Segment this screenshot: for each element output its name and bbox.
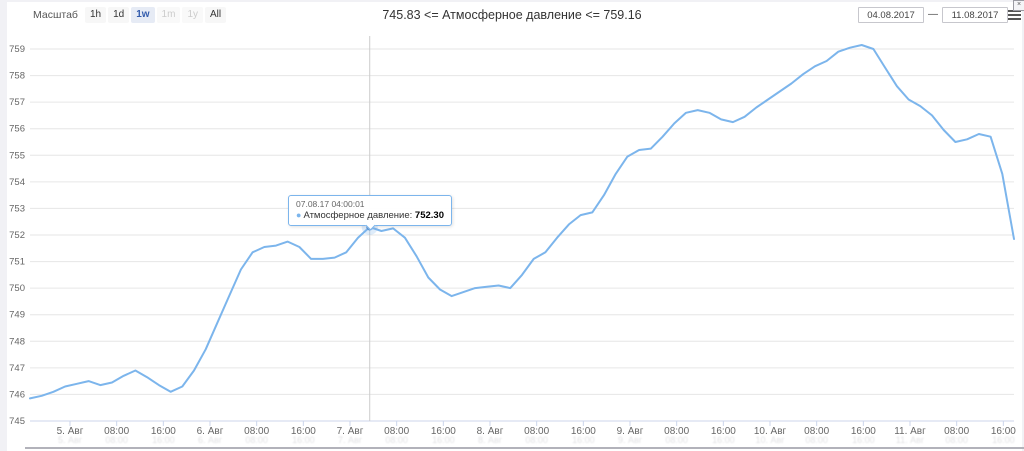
svg-text:751: 751	[9, 257, 25, 268]
pressure-series-line[interactable]	[29, 44, 1015, 400]
svg-text:759: 759	[9, 44, 25, 55]
svg-text:758: 758	[9, 71, 25, 82]
date-range-separator: —	[928, 9, 938, 20]
svg-text:5. Авг: 5. Авг	[58, 435, 83, 445]
range-selector: Масштаб 1h 1d 1w 1m 1y All	[33, 7, 228, 23]
svg-text:10. Авг: 10. Авг	[755, 435, 785, 445]
svg-text:16:00: 16:00	[292, 435, 315, 445]
svg-text:748: 748	[9, 336, 25, 347]
svg-text:747: 747	[9, 363, 25, 374]
svg-text:6. Авг: 6. Авг	[197, 426, 224, 437]
svg-text:08:00: 08:00	[385, 435, 408, 445]
svg-text:08:00: 08:00	[805, 435, 828, 445]
svg-text:754: 754	[9, 177, 25, 188]
svg-text:745: 745	[9, 416, 25, 427]
svg-text:10. Авг: 10. Авг	[754, 426, 787, 437]
range-button-1h[interactable]: 1h	[84, 7, 107, 23]
bottom-divider-bar	[25, 447, 1024, 449]
svg-text:16:00: 16:00	[851, 426, 876, 437]
date-to-input[interactable]	[942, 7, 1008, 23]
svg-text:9. Авг: 9. Авг	[618, 435, 643, 445]
svg-text:08:00: 08:00	[944, 426, 969, 437]
svg-text:08:00: 08:00	[245, 435, 268, 445]
svg-text:6. Авг: 6. Авг	[198, 435, 223, 445]
date-from-input[interactable]	[858, 7, 924, 23]
svg-text:8. Авг: 8. Авг	[478, 435, 503, 445]
svg-text:16:00: 16:00	[152, 435, 175, 445]
chart-header: Масштаб 1h 1d 1w 1m 1y All 745.83 <= Атм…	[0, 0, 1024, 30]
svg-text:16:00: 16:00	[991, 426, 1016, 437]
svg-text:08:00: 08:00	[104, 426, 129, 437]
svg-text:16:00: 16:00	[852, 435, 875, 445]
svg-text:08:00: 08:00	[524, 426, 549, 437]
svg-text:16:00: 16:00	[571, 426, 596, 437]
svg-text:16:00: 16:00	[711, 426, 736, 437]
svg-text:752: 752	[9, 230, 25, 241]
svg-text:755: 755	[9, 150, 25, 161]
svg-text:753: 753	[9, 203, 25, 214]
svg-text:7. Авг: 7. Авг	[337, 426, 364, 437]
y-axis-labels: 745 746 747 748 749 750 751 752 753 754 755 756 757 7…	[9, 44, 25, 427]
svg-text:749: 749	[9, 310, 25, 321]
svg-text:16:00: 16:00	[431, 426, 456, 437]
svg-text:8. Авг: 8. Авг	[477, 426, 504, 437]
frame-border-left	[0, 0, 7, 451]
svg-text:16:00: 16:00	[572, 435, 595, 445]
highlighted-point-marker[interactable]	[366, 223, 374, 231]
svg-text:08:00: 08:00	[665, 435, 688, 445]
svg-text:11. Авг: 11. Авг	[894, 426, 926, 437]
svg-text:08:00: 08:00	[384, 426, 409, 437]
svg-text:16:00: 16:00	[291, 426, 316, 437]
frame-border-top	[0, 0, 1024, 2]
x-axis-ticks	[69, 421, 1004, 426]
svg-text:16:00: 16:00	[712, 435, 735, 445]
svg-text:5. Авг: 5. Авг	[57, 426, 84, 437]
svg-text:08:00: 08:00	[804, 426, 829, 437]
svg-text:757: 757	[9, 97, 25, 108]
svg-text:08:00: 08:00	[525, 435, 548, 445]
range-button-1m: 1m	[156, 7, 181, 23]
svg-text:16:00: 16:00	[151, 426, 176, 437]
range-selector-label: Масштаб	[33, 9, 78, 21]
svg-text:9. Авг: 9. Авг	[617, 426, 644, 437]
svg-text:08:00: 08:00	[105, 435, 128, 445]
svg-text:756: 756	[9, 124, 25, 135]
x-axis-labels: 5. Авг 08:00 16:00 6. Авг 08:00 16:00 7. Авг 08…	[57, 426, 1017, 437]
ghost-label-band: 5. Авг 08:00 16:00 6. Авг 08:00 16:00 7. Авг 08…	[58, 435, 1015, 445]
svg-text:746: 746	[9, 389, 25, 400]
frame-border-right	[1022, 0, 1024, 451]
range-button-1w[interactable]: 1w	[131, 7, 155, 23]
chart-title: 745.83 <= Атмосферное давление <= 759.16	[382, 8, 642, 22]
y-gridlines	[30, 48, 1014, 422]
range-button-all[interactable]: All	[205, 7, 227, 23]
close-icon[interactable]: ×	[1013, 0, 1024, 11]
svg-text:08:00: 08:00	[664, 426, 689, 437]
export-menu-icon[interactable]	[1008, 10, 1021, 20]
range-button-1d[interactable]: 1d	[108, 7, 130, 23]
range-button-1y: 1y	[182, 7, 203, 23]
svg-text:7. Авг: 7. Авг	[338, 435, 363, 445]
svg-text:750: 750	[9, 283, 25, 294]
svg-text:08:00: 08:00	[244, 426, 269, 437]
svg-text:16:00: 16:00	[432, 435, 455, 445]
svg-text:11. Авг: 11. Авг	[896, 435, 925, 445]
svg-text:08:00: 08:00	[945, 435, 968, 445]
svg-text:16:00: 16:00	[992, 435, 1015, 445]
